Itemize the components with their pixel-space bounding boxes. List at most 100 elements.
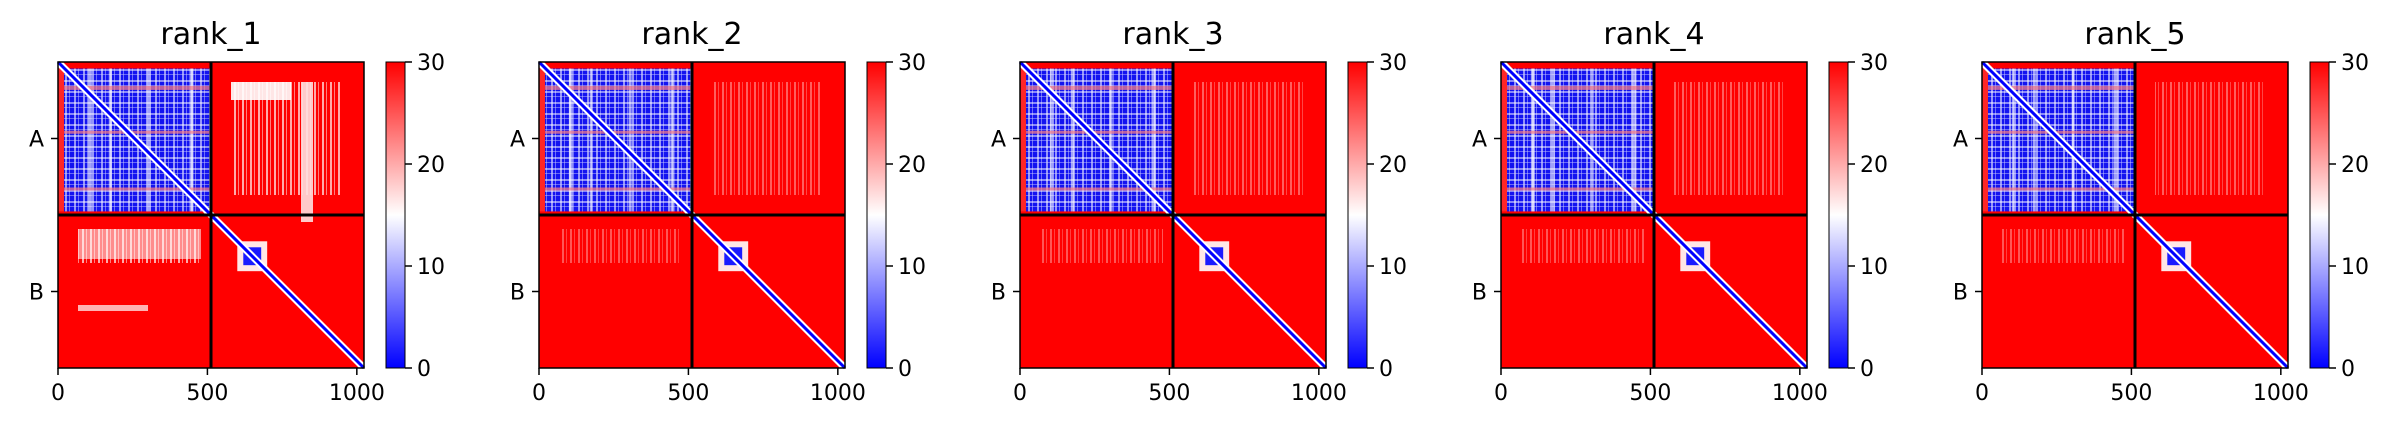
- chain-a-band-v: [628, 68, 632, 212]
- chain-a-band-v: [670, 68, 675, 212]
- colorbar-tick-label: 10: [1860, 255, 1888, 280]
- colorbar-tick-label: 10: [898, 255, 926, 280]
- x-tick-label: 1000: [329, 381, 385, 406]
- x-tick-label: 500: [1148, 381, 1190, 406]
- colorbar-tick-label: 10: [2341, 255, 2369, 280]
- x-tick-label: 500: [186, 381, 228, 406]
- chain-a-band-v: [108, 68, 112, 212]
- panel-title: rank_4: [1603, 17, 1704, 52]
- colorbar-tick-label: 20: [1860, 153, 1888, 178]
- chain-a-band-h: [63, 130, 210, 134]
- colorbar-tick-label: 20: [417, 153, 445, 178]
- colorbar-tick-label: 20: [2341, 153, 2369, 178]
- inter-chain-bottom-left: [559, 229, 682, 263]
- colorbar-tick-label: 0: [898, 357, 912, 382]
- inter-chain-top-right: [1193, 82, 1303, 195]
- chain-a-band-v: [1632, 68, 1637, 212]
- colorbar-tick-label: 0: [1379, 357, 1393, 382]
- heatmap-panel-2: rank_2 0 500 1000 A B 0 10 20 30: [510, 17, 926, 406]
- x-tick-label: 500: [2110, 381, 2152, 406]
- inter-chain-bottom-left: [2002, 229, 2125, 263]
- y-tick-label: B: [1953, 281, 1968, 306]
- x-tick-label: 1000: [2253, 381, 2309, 406]
- x-tick-label: 500: [1629, 381, 1671, 406]
- inter-chain-top-right: [231, 82, 341, 195]
- chain-a-band-v: [2113, 68, 2118, 212]
- y-tick-label: B: [991, 281, 1006, 306]
- inter-chain-top-right: [1674, 82, 1784, 195]
- inter-chain-bottom-left: [1521, 229, 1644, 263]
- chain-a-band-h: [1506, 187, 1653, 191]
- chain-a-band-h: [544, 187, 691, 191]
- chain-a-band-v: [1049, 68, 1054, 212]
- colorbar: [385, 61, 406, 369]
- heatmap-panel-4: rank_4 0 500 1000 A B 0 10 20 30: [1472, 17, 1888, 406]
- y-tick-label: A: [1472, 128, 1487, 153]
- colorbar-tick-label: 30: [1379, 51, 1407, 76]
- heatmap-panel-5: rank_5 0 500 1000 A B 0 10 20 30: [1953, 17, 2369, 406]
- colorbar-tick-label: 30: [417, 51, 445, 76]
- colorbar-tick-label: 0: [1860, 357, 1874, 382]
- chain-a-band-h: [1025, 130, 1172, 134]
- y-tick-label: A: [29, 128, 44, 153]
- heatmap-frame: [538, 61, 846, 369]
- y-tick-label: A: [991, 128, 1006, 153]
- chain-a-band-h: [544, 85, 691, 90]
- chain-a-band-v: [1109, 68, 1113, 212]
- y-tick-label: A: [1953, 128, 1968, 153]
- heatmap-panel-3: rank_3 0 500 1000 A B 0 10 20 30: [991, 17, 1407, 406]
- chain-a-edge: [1501, 62, 1507, 212]
- panel-title: rank_2: [641, 17, 742, 52]
- x-tick-label: 500: [667, 381, 709, 406]
- chain-a-edge: [1982, 62, 1988, 212]
- x-tick-label: 0: [51, 381, 65, 406]
- colorbar: [1828, 61, 1849, 369]
- panel-title: rank_5: [2084, 17, 2185, 52]
- y-tick-label: A: [510, 128, 525, 153]
- colorbar-tick-label: 10: [1379, 255, 1407, 280]
- chain-a-band-h: [63, 85, 210, 90]
- x-tick-label: 1000: [1291, 381, 1347, 406]
- y-tick-label: B: [1472, 281, 1487, 306]
- chain-a-edge: [539, 62, 545, 212]
- chain-a-band-v: [1551, 68, 1555, 212]
- colorbar-tick-label: 20: [898, 153, 926, 178]
- chain-a-band-h: [1025, 187, 1172, 191]
- chain-a-band-v: [568, 68, 573, 212]
- chain-a-band-h: [1506, 85, 1653, 90]
- x-tick-label: 1000: [810, 381, 866, 406]
- inter-chain-top-right: [712, 82, 822, 195]
- colorbar-tick-label: 10: [417, 255, 445, 280]
- heatmap-frame: [1981, 61, 2289, 369]
- chain-a-band-v: [1151, 68, 1156, 212]
- chain-a-band-v: [147, 68, 151, 212]
- x-tick-label: 0: [1975, 381, 1989, 406]
- chain-a-band-h: [1987, 187, 2134, 191]
- chain-a-band-v: [189, 68, 194, 212]
- x-tick-label: 0: [1494, 381, 1508, 406]
- chain-a-band-v: [1070, 68, 1074, 212]
- colorbar: [1347, 61, 1368, 369]
- x-tick-label: 0: [1013, 381, 1027, 406]
- colorbar-tick-label: 20: [1379, 153, 1407, 178]
- chain-a-band-h: [1987, 130, 2134, 134]
- heatmap-panel-1: rank_1 0 500 1000 A B 0 10 20 30: [29, 17, 445, 406]
- chain-a-band-v: [2071, 68, 2075, 212]
- chain-a-edge: [58, 62, 64, 212]
- chain-a-band-v: [87, 68, 92, 212]
- heatmap-frame: [57, 61, 365, 369]
- x-tick-label: 1000: [1772, 381, 1828, 406]
- chain-a-band-h: [1987, 85, 2134, 90]
- panel-title: rank_3: [1122, 17, 1223, 52]
- colorbar: [866, 61, 887, 369]
- colorbar: [2309, 61, 2330, 369]
- chain-a-band-v: [2032, 68, 2036, 212]
- chain-a-band-h: [63, 187, 210, 191]
- panel-title: rank_1: [160, 17, 261, 52]
- chain-a-band-v: [2011, 68, 2016, 212]
- chain-a-band-v: [589, 68, 593, 212]
- inter-chain-highlight: [78, 305, 148, 311]
- chain-a-band-h: [544, 130, 691, 134]
- x-tick-label: 0: [532, 381, 546, 406]
